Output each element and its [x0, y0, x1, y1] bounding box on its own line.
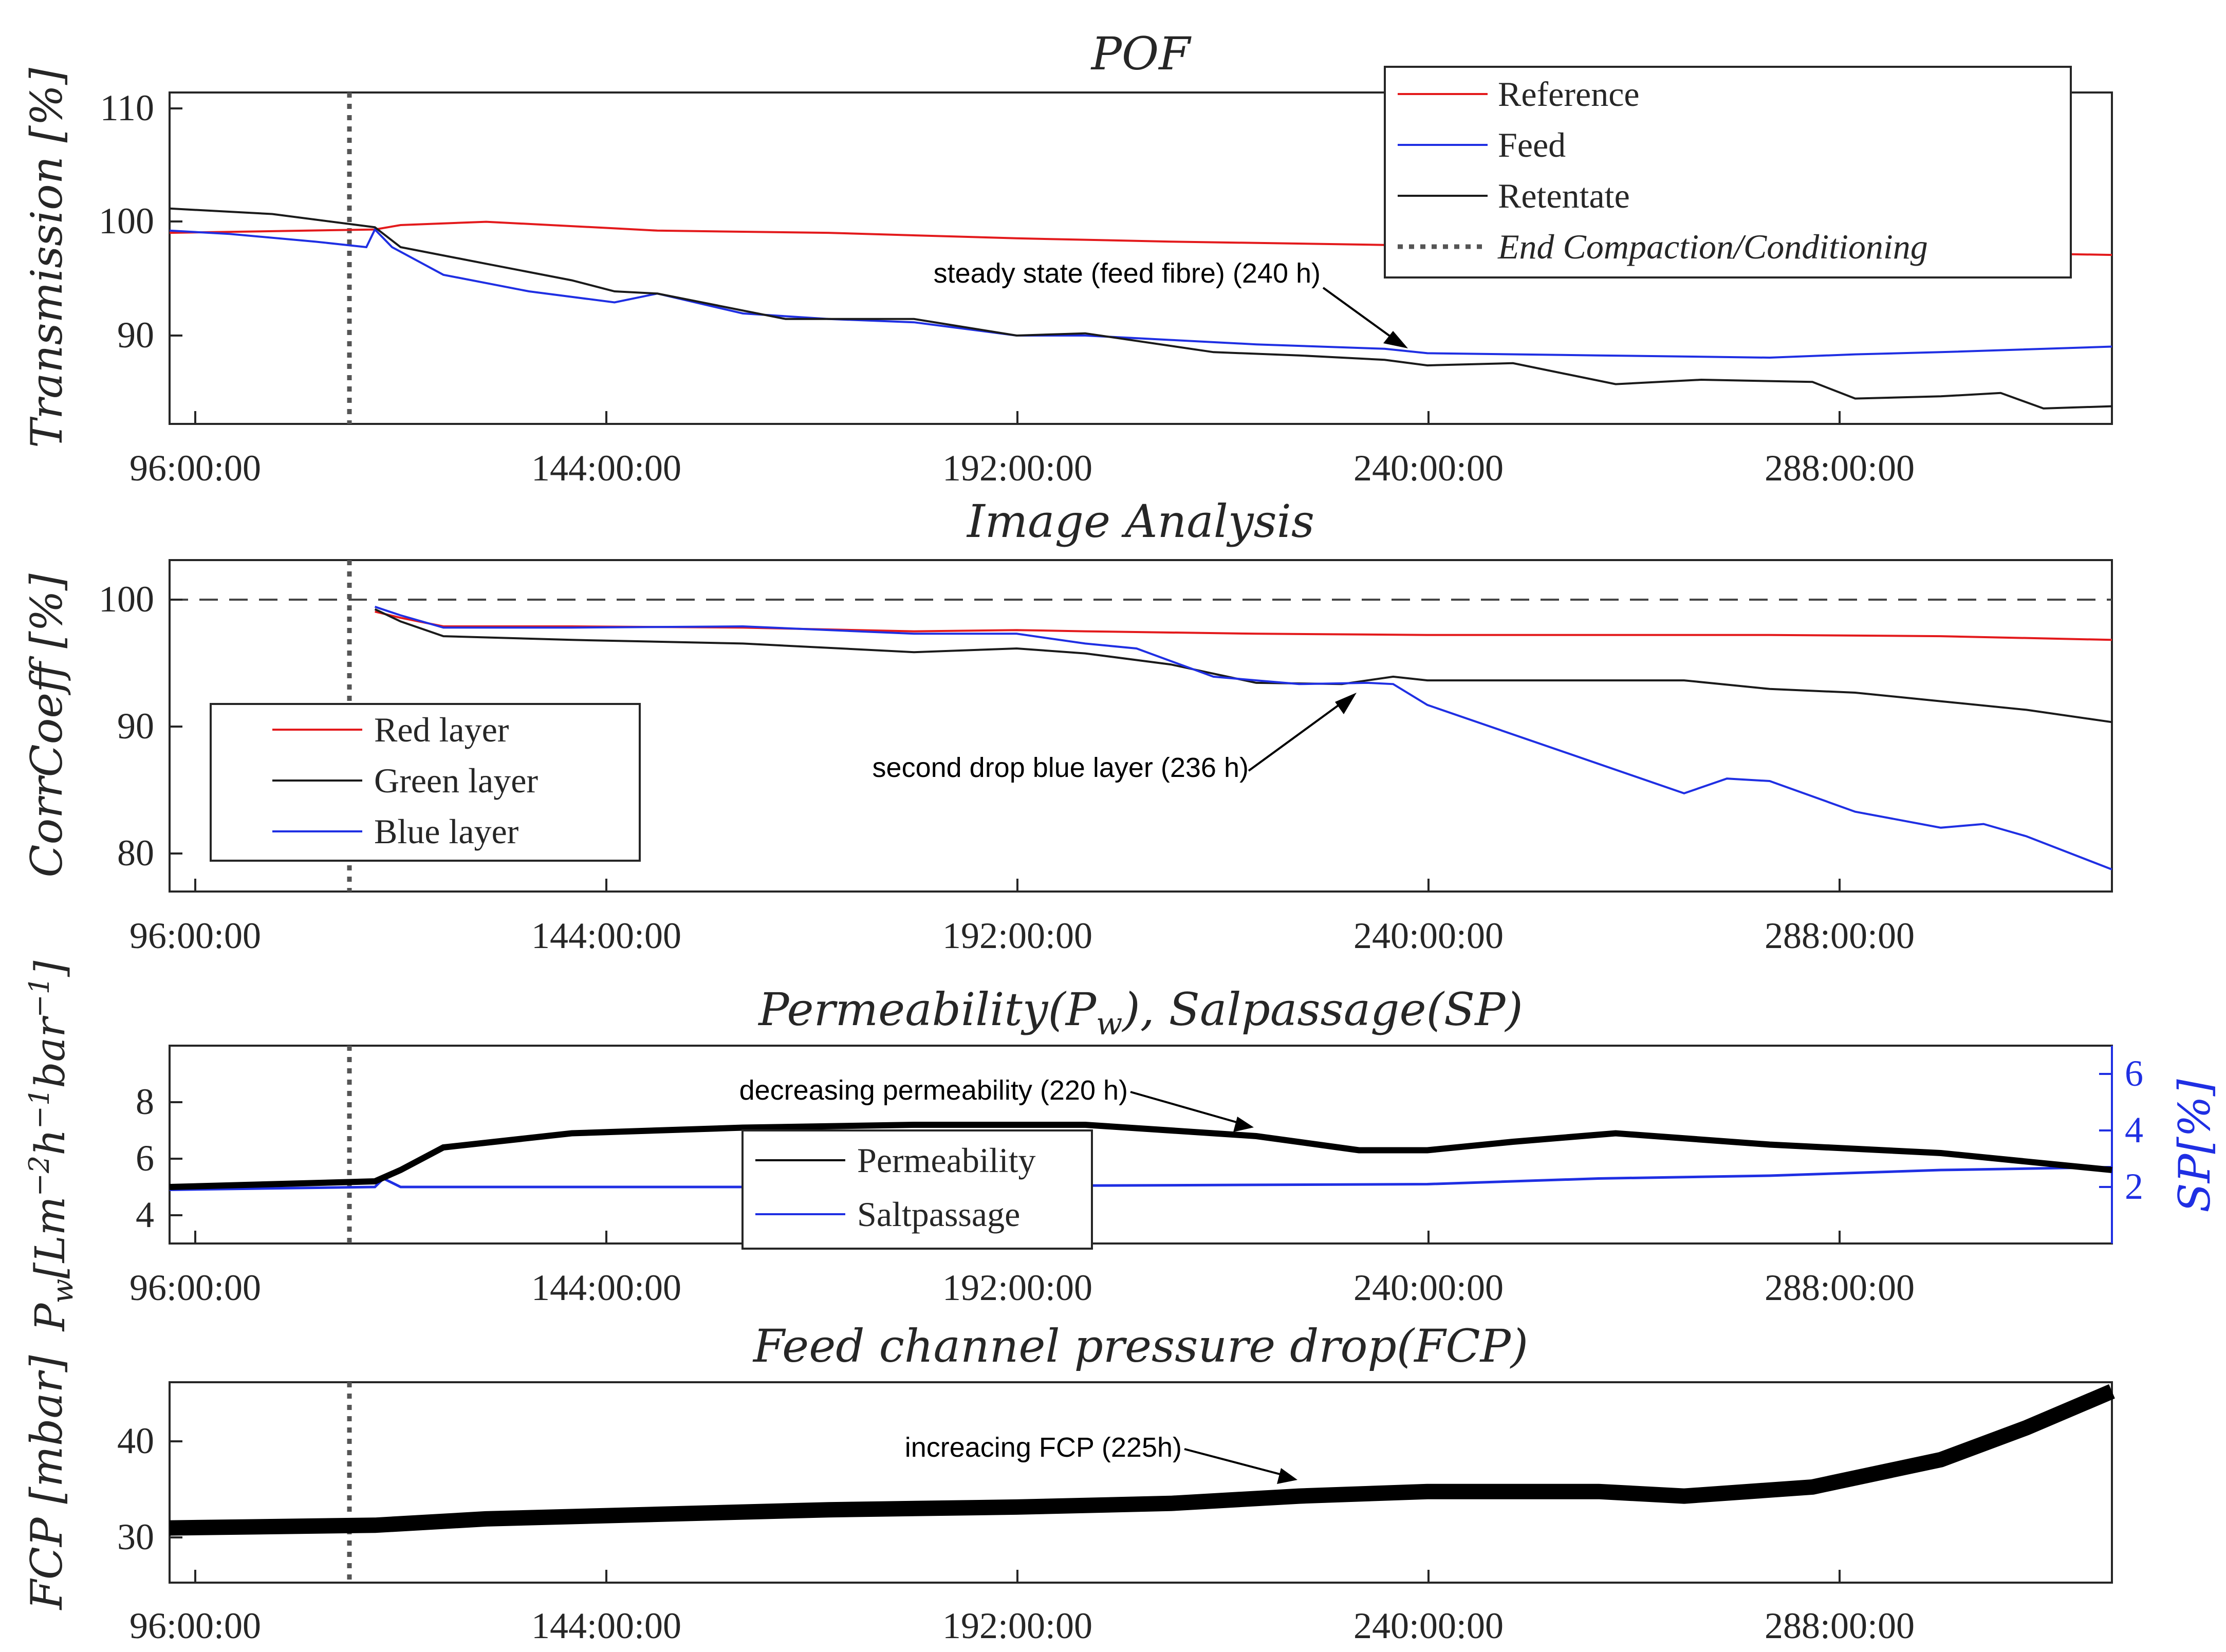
- pof-title: POF: [1090, 27, 1192, 80]
- fcp-xtick-label: 96:00:00: [129, 1605, 261, 1646]
- fcp-annotation-text: increacing FCP (225h): [905, 1432, 1182, 1463]
- perm-right-ytick-label: 6: [2125, 1053, 2143, 1094]
- image-xtick-label: 288:00:00: [1765, 915, 1915, 956]
- fcp-ytick-label: 30: [117, 1516, 154, 1557]
- perm-series-permeability: [169, 1122, 2112, 1190]
- pof-xtick-label: 192:00:00: [942, 448, 1092, 489]
- perm-annotation-arrowhead: [1233, 1117, 1254, 1132]
- image-annotation-text: second drop blue layer (236 h): [873, 752, 1249, 783]
- perm-legend-label-saltpassage: Saltpassage: [857, 1195, 1020, 1234]
- panel-pof: POF 90 100 110 96:00:00 144:00:00 192:00…: [22, 27, 2113, 489]
- pof-legend-label-retentate: Retentate: [1498, 176, 1630, 215]
- image-xtick-label: 240:00:00: [1353, 915, 1504, 956]
- image-legend: Red layer Green layer Blue layer: [210, 703, 641, 862]
- fcp-annotation-arrow: [1184, 1448, 1283, 1476]
- perm-annotation-arrow: [1130, 1091, 1239, 1124]
- pof-xtick-label: 144:00:00: [531, 448, 681, 489]
- image-xtick-label: 96:00:00: [129, 915, 261, 956]
- image-y-ticks: 80 90 100: [99, 579, 182, 874]
- pof-ytick-label: 110: [100, 87, 154, 128]
- image-ytick-label: 100: [99, 579, 154, 620]
- fcp-xtick-label: 288:00:00: [1765, 1605, 1915, 1646]
- pof-y-ticks: 90 100 110: [99, 87, 182, 356]
- perm-right-y-axis-label: SP[%]: [2169, 1079, 2220, 1213]
- image-legend-label-red: Red layer: [374, 710, 509, 749]
- pof-legend-label-reference: Reference: [1498, 75, 1640, 114]
- perm-legend-label-permeability: Permeability: [857, 1141, 1035, 1180]
- fcp-annotation: increacing FCP (225h): [905, 1432, 1297, 1484]
- perm-xtick-label: 288:00:00: [1765, 1267, 1915, 1308]
- perm-series-saltpassage: [169, 1166, 2112, 1191]
- fcp-y-ticks: 30 40: [117, 1420, 182, 1557]
- panel-image-analysis: Image Analysis 80 90 100 96:00:00 144:00…: [22, 495, 2113, 956]
- perm-annotation: decreasing permeability (220 h): [739, 1075, 1254, 1132]
- image-series-blue-layer: [374, 605, 2112, 870]
- fcp-annotation-arrowhead: [1277, 1468, 1297, 1484]
- pof-annotation: steady state (feed fibre) (240 h): [934, 258, 1408, 348]
- pof-y-axis-label: Transmission [%]: [22, 68, 72, 448]
- perm-right-ytick-label: 4: [2125, 1109, 2143, 1150]
- image-title: Image Analysis: [966, 495, 1314, 548]
- pof-xtick-label: 96:00:00: [129, 448, 261, 489]
- pof-xtick-label: 240:00:00: [1353, 448, 1504, 489]
- perm-y-axis-label: Pw[Lm−2h−1bar−1]: [23, 960, 80, 1332]
- image-xtick-label: 192:00:00: [942, 915, 1092, 956]
- perm-xtick-label: 192:00:00: [942, 1267, 1092, 1308]
- image-y-axis-label: CorrCoeff [%]: [22, 573, 72, 878]
- perm-title: Permeability(Pw), Salpassage(SP): [757, 983, 1523, 1042]
- panel-fcp: Feed channel pressure drop(FCP) 30 40 96…: [22, 1320, 2115, 1646]
- image-xtick-label: 144:00:00: [531, 915, 681, 956]
- fcp-xtick-label: 144:00:00: [531, 1605, 681, 1646]
- perm-ytick-label: 6: [136, 1138, 154, 1179]
- perm-right-ytick-label: 2: [2125, 1166, 2143, 1207]
- pof-legend: Reference Feed Retentate End Compaction/…: [1384, 66, 2072, 279]
- perm-y-ticks: 4 6 8: [136, 1081, 182, 1235]
- perm-xtick-label: 240:00:00: [1353, 1267, 1504, 1308]
- image-ytick-label: 80: [117, 832, 154, 874]
- pof-ytick-label: 100: [99, 200, 154, 242]
- perm-legend: Permeability Saltpassage: [741, 1129, 1093, 1250]
- image-series-red-layer: [375, 610, 2112, 641]
- pof-series-feed: [169, 228, 2112, 359]
- pof-plot-area: [169, 91, 2113, 425]
- fcp-series: [169, 1384, 2115, 1536]
- image-legend-label-blue: Blue layer: [374, 812, 519, 851]
- fcp-ytick-label: 40: [117, 1420, 154, 1461]
- fcp-plot-area: [169, 1381, 2113, 1584]
- perm-annotation-text: decreasing permeability (220 h): [739, 1075, 1128, 1106]
- perm-ytick-label: 8: [136, 1081, 154, 1122]
- pof-x-ticks: 96:00:00 144:00:00 192:00:00 240:00:00 2…: [129, 411, 1915, 489]
- pof-annotation-arrowhead: [1383, 331, 1408, 348]
- image-legend-label-green: Green layer: [374, 761, 538, 800]
- perm-x-ticks: 96:00:00 144:00:00 192:00:00 240:00:00 2…: [129, 1231, 1915, 1308]
- fcp-xtick-label: 192:00:00: [942, 1605, 1092, 1646]
- fcp-title: Feed channel pressure drop(FCP): [752, 1320, 1528, 1372]
- pof-series-retentate: [169, 207, 2112, 410]
- image-ytick-label: 90: [117, 706, 154, 747]
- image-annotation-arrowhead: [1335, 693, 1357, 714]
- pof-ytick-label: 90: [117, 314, 154, 356]
- image-annotation: second drop blue layer (236 h): [873, 693, 1357, 783]
- pof-annotation-text: steady state (feed fibre) (240 h): [934, 258, 1321, 289]
- fcp-xtick-label: 240:00:00: [1353, 1605, 1504, 1646]
- pof-legend-label-feed: Feed: [1498, 125, 1566, 164]
- pof-annotation-arrow: [1322, 287, 1399, 343]
- pof-legend-box: [1384, 66, 2072, 279]
- pof-legend-label-end-compaction: End Compaction/Conditioning: [1497, 227, 1928, 266]
- perm-xtick-label: 144:00:00: [531, 1267, 681, 1308]
- perm-ytick-label: 4: [136, 1194, 154, 1235]
- perm-right-y-ticks: 2 4 6: [2099, 1053, 2143, 1207]
- pof-xtick-label: 288:00:00: [1765, 448, 1915, 489]
- image-x-ticks: 96:00:00 144:00:00 192:00:00 240:00:00 2…: [129, 879, 1915, 956]
- perm-legend-box: [741, 1129, 1093, 1250]
- perm-xtick-label: 96:00:00: [129, 1267, 261, 1308]
- panel-permeability: Permeability(Pw), Salpassage(SP) 4 6 8 2…: [23, 960, 2220, 1332]
- image-annotation-arrow: [1248, 700, 1345, 772]
- fcp-x-ticks: 96:00:00 144:00:00 192:00:00 240:00:00 2…: [129, 1570, 1915, 1646]
- fcp-y-axis-label: FCP [mbar]: [22, 1355, 72, 1610]
